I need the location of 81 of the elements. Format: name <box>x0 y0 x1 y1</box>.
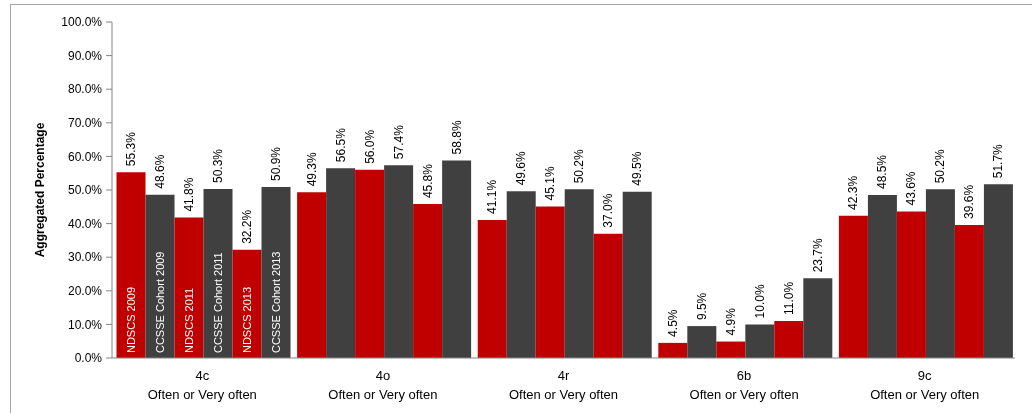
bar <box>867 195 897 358</box>
bar <box>803 278 833 358</box>
bar <box>477 219 507 358</box>
data-label: 51.7% <box>991 143 1006 179</box>
x-tick-label: 6b Often or Very often <box>689 368 799 402</box>
data-label: 42.3% <box>846 175 861 210</box>
data-label: 49.6% <box>514 150 529 186</box>
data-label: 49.3% <box>304 152 319 187</box>
bar <box>174 217 204 358</box>
series-label: CCSSE Cohort 2011 <box>212 252 225 353</box>
data-label: 11.0% <box>781 281 796 316</box>
bar <box>203 188 233 358</box>
bar <box>261 186 291 358</box>
y-tick-label: 100.0% <box>61 15 103 30</box>
data-label: 48.6% <box>153 154 168 189</box>
bar <box>716 341 746 358</box>
data-label: 43.6% <box>904 171 919 206</box>
bar <box>593 233 623 358</box>
bar <box>506 191 536 358</box>
data-label: 41.1% <box>485 179 500 214</box>
data-label: 37.0% <box>601 193 616 228</box>
bar <box>442 160 472 358</box>
data-label: 39.6% <box>962 184 977 219</box>
y-tick-label: 60.0% <box>67 149 103 164</box>
y-tick-label: 90.0% <box>67 48 103 63</box>
bar <box>622 191 652 358</box>
y-tick-label: 80.0% <box>67 82 103 97</box>
y-axis-title: Aggregated Percentage <box>33 122 47 258</box>
x-tick-label: 4c Often or Very often <box>147 368 257 402</box>
y-tick-label: 20.0% <box>67 284 103 299</box>
bar <box>896 211 926 358</box>
bar <box>658 342 688 358</box>
bar <box>687 326 717 358</box>
y-tick-label: 70.0% <box>67 116 103 131</box>
series-label: NDSCS 2011 <box>183 287 196 353</box>
y-tick-label: 50.0% <box>67 183 103 198</box>
bar <box>535 206 565 358</box>
data-label: 50.2% <box>572 148 587 184</box>
x-tick-label: 4r Often or Very often <box>508 368 619 402</box>
data-label: 58.8% <box>449 120 464 155</box>
series-label: CCSSE Cohort 2009 <box>154 251 167 353</box>
y-tick-label: 0.0% <box>74 351 103 366</box>
data-label: 4.9% <box>723 307 738 336</box>
bar <box>355 169 385 358</box>
bar <box>413 204 443 358</box>
data-label: 48.5% <box>875 154 890 190</box>
bar <box>954 224 984 358</box>
data-label: 4.5% <box>665 309 680 337</box>
y-tick-label: 10.0% <box>67 317 103 332</box>
data-label: 9.5% <box>694 292 709 321</box>
bar <box>384 165 414 358</box>
bar <box>745 324 775 358</box>
bar <box>838 215 868 358</box>
bar <box>925 189 955 358</box>
x-tick-label: 9c Often or Very often <box>870 368 980 402</box>
data-label: 10.0% <box>752 284 767 319</box>
data-label: 56.5% <box>333 127 348 163</box>
y-tick-label: 40.0% <box>67 216 103 231</box>
series-label: NDSCS 2009 <box>125 286 138 353</box>
x-tick-label: 4o Often or Very often <box>328 368 438 402</box>
bar <box>326 168 356 358</box>
data-label: 45.1% <box>543 166 558 201</box>
data-label: 55.3% <box>124 131 139 167</box>
bar <box>297 192 327 358</box>
series-label: CCSSE Cohort 2013 <box>270 251 283 353</box>
data-label: 49.5% <box>630 151 645 186</box>
data-label: 50.3% <box>211 148 226 183</box>
series-label: NDSCS 2013 <box>241 286 254 353</box>
data-label: 23.7% <box>810 238 825 273</box>
data-label: 41.8% <box>182 177 197 212</box>
bar <box>774 321 804 358</box>
bar <box>564 189 594 358</box>
data-label: 50.2% <box>933 148 948 184</box>
data-label: 45.8% <box>420 163 435 199</box>
y-tick-label: 30.0% <box>67 250 103 265</box>
bar <box>983 184 1013 358</box>
data-label: 56.0% <box>362 129 377 164</box>
data-label: 32.2% <box>240 209 255 244</box>
data-label: 50.9% <box>269 146 284 181</box>
data-label: 57.4% <box>391 124 406 160</box>
bar <box>116 172 146 358</box>
